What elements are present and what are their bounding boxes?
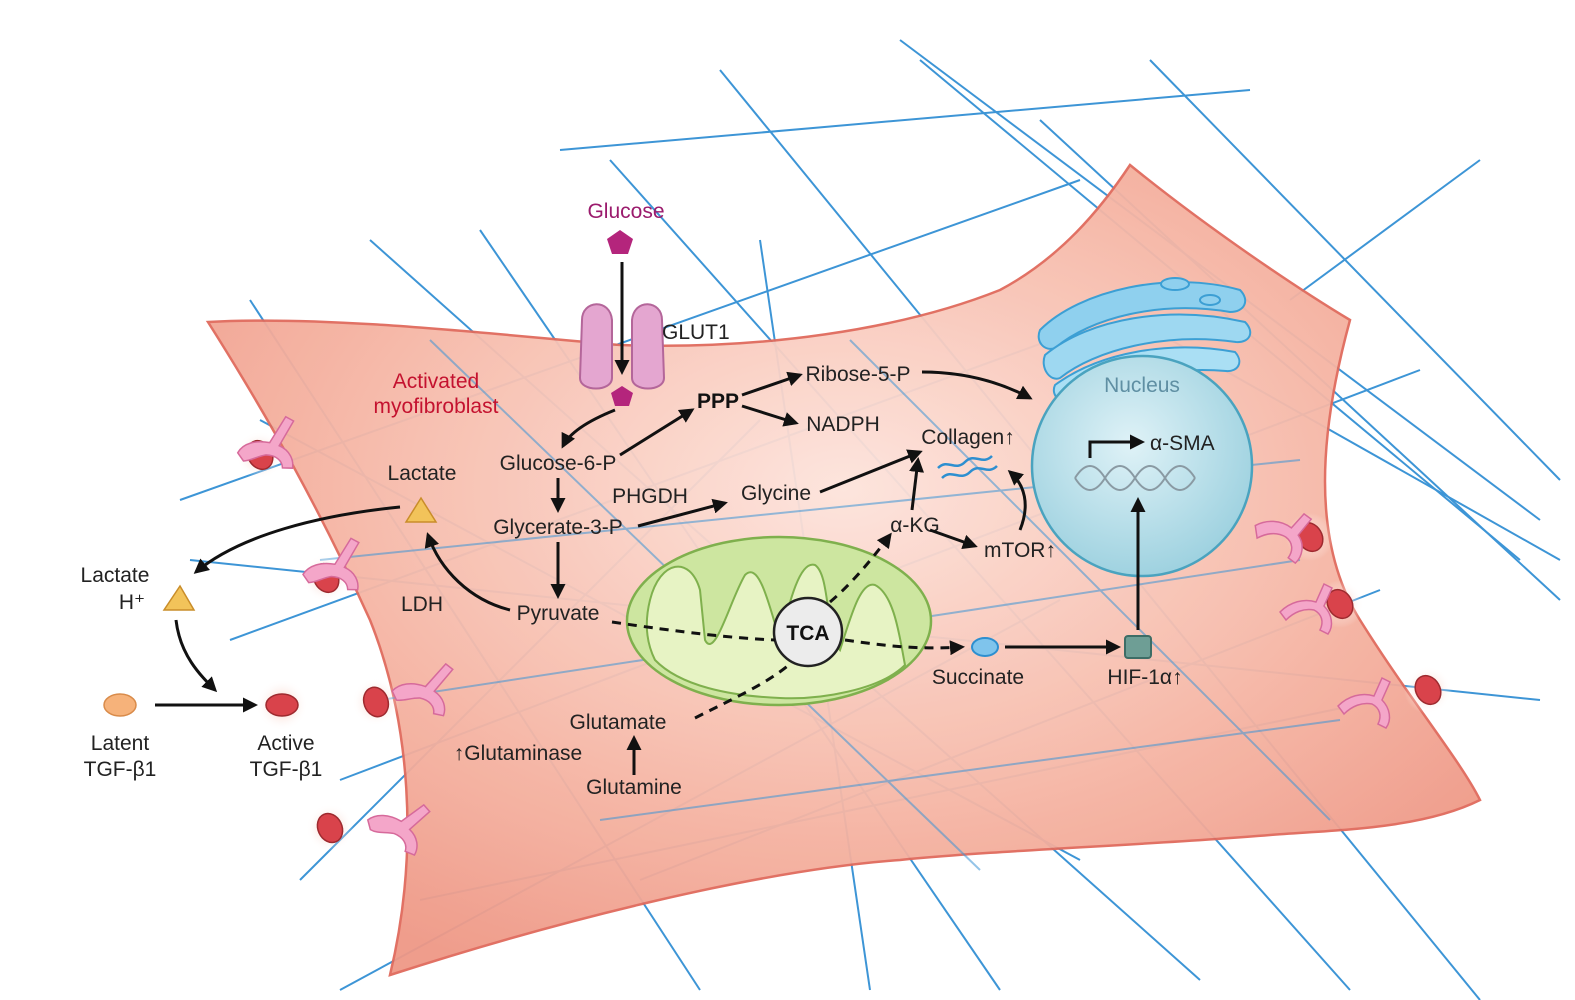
arrow-ppp-to-ribose	[741, 371, 803, 397]
dash-glutamate-to-tca	[694, 662, 791, 720]
tca-cycle-node	[772, 596, 844, 668]
arrow-glucose-to-g6p	[561, 408, 616, 449]
glutaminase-label: ↑Glutaminase	[454, 742, 582, 765]
glut1-label: GLUT1	[662, 321, 730, 344]
dash-tca-to-akg	[829, 532, 892, 604]
arrow-lactate-export	[193, 505, 401, 574]
latent-tgfb1-icon	[103, 693, 137, 717]
active-tgfb1-icon	[265, 693, 299, 717]
arrow-pyruvate-to-lactate	[424, 532, 511, 612]
dna-helix	[1074, 465, 1196, 491]
glucose-icon	[607, 230, 633, 254]
latent-label-line2: TGF-β1	[84, 758, 157, 781]
succinate-label: Succinate	[932, 666, 1024, 689]
active-label-line2: TGF-β1	[250, 758, 323, 781]
asma-promoter-arrow	[1088, 434, 1145, 458]
glucose6p-label: Glucose-6-P	[500, 452, 617, 475]
activated-label-line2: myofibroblast	[374, 395, 499, 418]
nucleus	[1030, 354, 1254, 578]
glutamate-label: Glutamate	[570, 711, 667, 734]
glucose-label: Glucose	[587, 200, 664, 223]
nucleus-label: Nucleus	[1104, 374, 1180, 397]
arrow-lactate-to-activation	[174, 619, 218, 693]
hif1a-label: HIF-1α↑	[1107, 666, 1182, 689]
asma-label: α-SMA	[1150, 432, 1215, 455]
pyruvate-label: Pyruvate	[517, 602, 600, 625]
receptor-group-left-3	[352, 662, 454, 726]
active-label-line1: Active	[257, 732, 314, 755]
arrow-mtor-to-collagen	[1007, 470, 1027, 531]
ldh-label: LDH	[401, 593, 443, 616]
lactate-intracellular-icon	[404, 496, 438, 523]
h-plus-label: H⁺	[119, 591, 145, 614]
latent-label-line1: Latent	[91, 732, 150, 755]
receptor-group-left-2	[302, 537, 360, 602]
glycine-label: Glycine	[741, 482, 811, 505]
arrow-glycerate-to-glycine	[637, 498, 728, 528]
glut1-transporter-icon	[578, 303, 666, 390]
collagen-fibril-icon	[937, 455, 998, 479]
lactate-extracellular-label: Lactate	[81, 564, 150, 587]
glycerate3p-label: Glycerate-3-P	[493, 516, 623, 539]
arrow-akg-to-collagen	[909, 457, 925, 511]
receptor-group-right-1	[1254, 512, 1334, 565]
receptor-group-left-1	[236, 415, 295, 479]
tca-label: TCA	[786, 622, 829, 645]
arrow-akg-to-mtor	[929, 528, 978, 550]
ppp-label: PPP	[697, 390, 739, 413]
arrow-ppp-to-nadph	[741, 404, 799, 427]
lactate-intracellular-label: Lactate	[388, 462, 457, 485]
mtor-label: mTOR↑	[984, 539, 1056, 562]
receptor-group-left-4	[306, 803, 431, 856]
akg-label: α-KG	[890, 514, 939, 537]
dash-tca-to-succinate	[844, 638, 965, 656]
receptor-group-right-2	[1279, 580, 1364, 635]
nadph-label: NADPH	[806, 413, 880, 436]
arrow-glycine-to-collagen	[819, 449, 923, 494]
intracellular-glucose-icon	[611, 386, 633, 406]
ribose5p-label: Ribose-5-P	[805, 363, 910, 386]
collagen-label: Collagen↑	[921, 426, 1014, 449]
dash-pyruvate-to-tca	[611, 620, 776, 642]
succinate-icon	[971, 637, 999, 657]
lactate-extracellular-icon	[162, 584, 196, 611]
phgdh-label: PHGDH	[612, 485, 688, 508]
receptor-group-right-3	[1337, 666, 1452, 729]
arrow-ribose-to-nucleus	[921, 370, 1033, 400]
arrow-g6p-to-ppp	[619, 408, 695, 457]
glutamine-label: Glutamine	[586, 776, 682, 799]
hif1a-icon	[1124, 635, 1152, 659]
activated-label-line1: Activated	[393, 370, 479, 393]
